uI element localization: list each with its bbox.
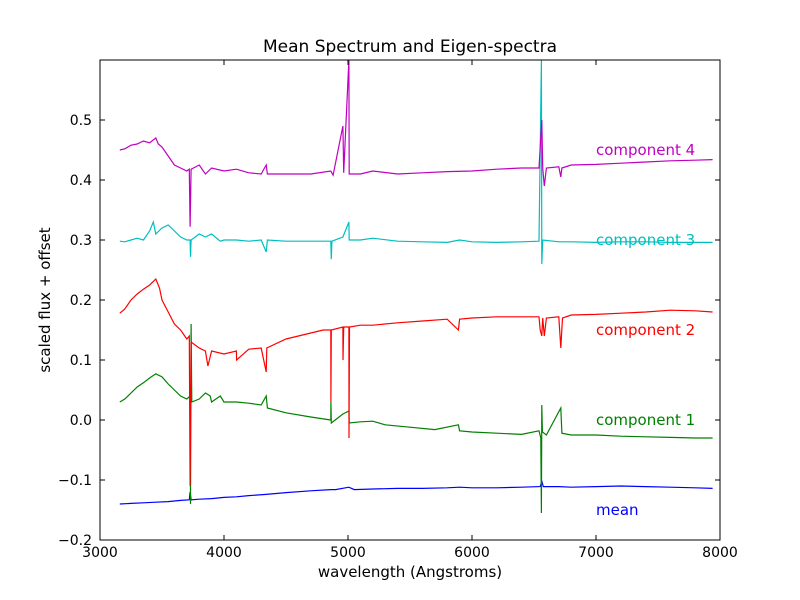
y-tick-label: 0.0 (70, 413, 92, 429)
x-tick-label: 7000 (578, 545, 614, 561)
series-line-mean (119, 479, 713, 505)
series-line-component-1 (119, 323, 713, 514)
y-tick-label: 0.1 (70, 353, 92, 369)
x-tick-label: 5000 (330, 545, 366, 561)
series-line-component-3 (119, 60, 713, 265)
x-axis-ticks: 3000 4000 5000 6000 7000 8000 (82, 60, 738, 561)
y-tick-label: 0.4 (70, 173, 92, 189)
chart-title: Mean Spectrum and Eigen-spectra (263, 37, 557, 57)
series-label-component-4: component 4 (596, 141, 695, 159)
series-label-component-1: component 1 (596, 411, 695, 429)
x-tick-label: 6000 (454, 545, 490, 561)
y-tick-label: −0.2 (58, 533, 92, 549)
x-tick-label: 8000 (702, 545, 738, 561)
series-line-component-4 (119, 60, 713, 227)
y-axis-ticks: −0.2 −0.1 0.0 0.1 0.2 0.3 0.4 0.5 (58, 113, 720, 549)
x-axis-label: wavelength (Angstroms) (318, 563, 502, 581)
y-tick-label: 0.3 (70, 233, 92, 249)
x-tick-label: 3000 (82, 545, 118, 561)
y-axis-label: scaled flux + offset (36, 227, 54, 372)
series-label-component-3: component 3 (596, 231, 695, 249)
series-label-component-2: component 2 (596, 321, 695, 339)
x-tick-label: 4000 (206, 545, 242, 561)
y-tick-label: 0.2 (70, 293, 92, 309)
series-labels: mean component 1 component 2 component 3 com… (596, 141, 695, 519)
y-tick-label: 0.5 (70, 113, 92, 129)
y-tick-label: −0.1 (58, 473, 92, 489)
series-line-component-2 (119, 277, 713, 487)
series-label-mean: mean (596, 501, 639, 519)
plot-lines (119, 60, 713, 514)
